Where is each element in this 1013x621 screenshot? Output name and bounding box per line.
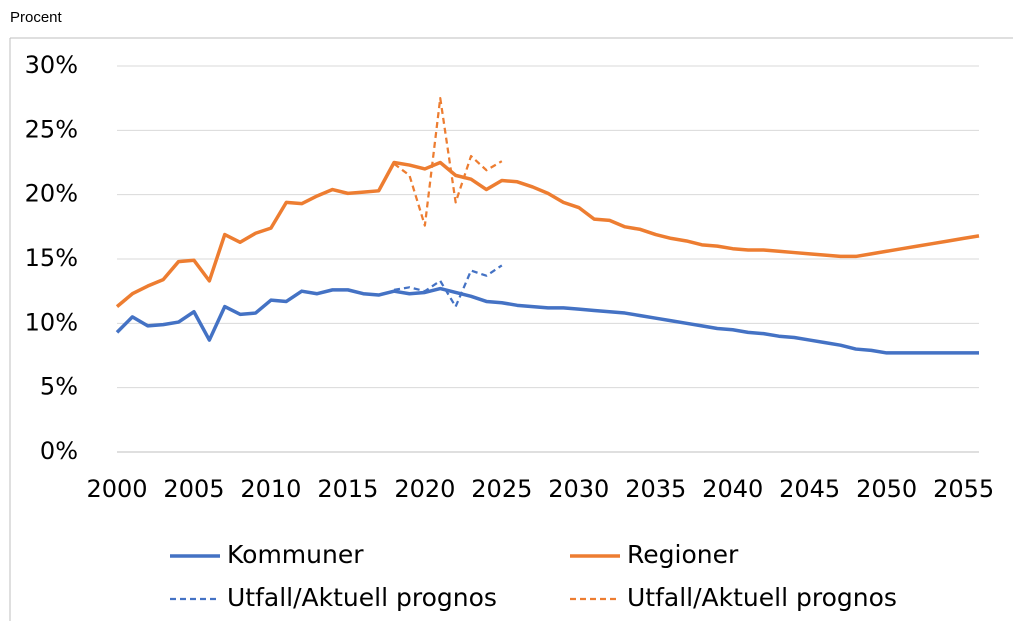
x-tick-label: 2000	[86, 475, 147, 503]
series-line	[115, 286, 979, 355]
legend-label: Utfall/Aktuell prognos	[227, 583, 497, 612]
x-tick-label: 2045	[779, 475, 840, 503]
x-tick-label: 2025	[471, 475, 532, 503]
y-tick-label: 5%	[40, 373, 78, 401]
y-tick-label: 0%	[40, 437, 78, 465]
legend-label: Regioner	[627, 540, 739, 569]
y-tick-label: 10%	[25, 308, 78, 336]
x-tick-label: 2005	[163, 475, 224, 503]
series-line	[393, 97, 503, 227]
x-tick-label: 2035	[625, 475, 686, 503]
x-tick-label: 2010	[240, 475, 301, 503]
x-tick-label: 2050	[856, 475, 917, 503]
y-tick-label: 30%	[25, 51, 78, 79]
legend-label: Utfall/Aktuell prognos	[627, 583, 897, 612]
y-tick-label: 20%	[25, 180, 78, 208]
x-tick-label: 2020	[394, 475, 455, 503]
x-tick-label: 2030	[548, 475, 609, 503]
y-axis-label: Procent	[10, 9, 63, 26]
series-line	[393, 264, 503, 308]
series-line	[115, 160, 980, 308]
y-tick-label: 25%	[25, 115, 78, 143]
y-tick-label: 15%	[25, 244, 78, 272]
legend-label: Kommuner	[227, 540, 364, 569]
x-tick-label: 2055	[933, 475, 994, 503]
x-tick-label: 2015	[317, 475, 378, 503]
x-tick-label: 2040	[702, 475, 763, 503]
